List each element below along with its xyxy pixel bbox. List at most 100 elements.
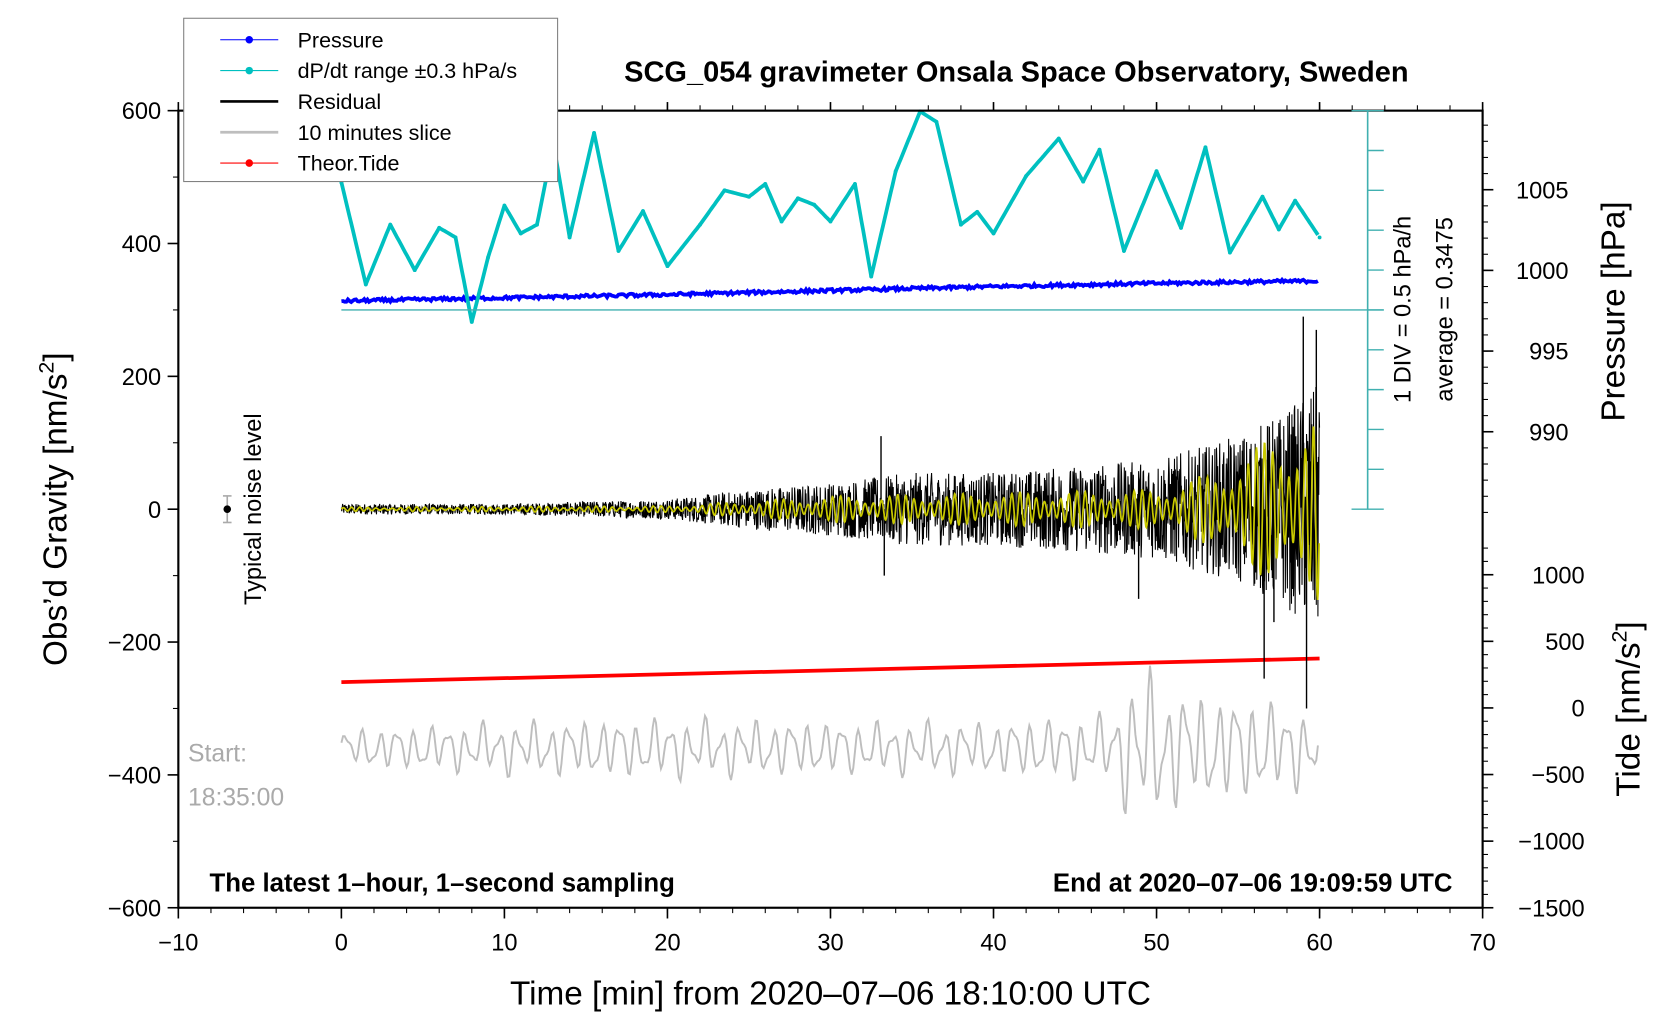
dpdt-point (1203, 145, 1208, 150)
legend-item: Residual (220, 90, 381, 114)
dpdt-point (1260, 194, 1265, 199)
x-tick-label: 0 (335, 931, 348, 957)
tide-label-end: ] (1610, 621, 1647, 630)
dpdt-point (1293, 198, 1298, 203)
y-axis-label-left: Obs’d Gravity [nm/s2] (35, 352, 75, 666)
legend-item: Pressure (220, 28, 384, 52)
dpdt-point (698, 222, 702, 227)
legend-box (183, 17, 559, 183)
tide-line (341, 656, 1320, 684)
dpdt-point (1122, 249, 1126, 253)
dpdt-point (518, 231, 523, 236)
x-tick-label: 20 (654, 931, 680, 957)
dpdt-point (869, 274, 874, 279)
dpdt-point (1024, 174, 1029, 178)
dpdt-point (453, 235, 458, 240)
dpdt-point (1154, 169, 1159, 174)
y-label-sup: 2 (35, 362, 59, 374)
tide-label-sup: 2 (1608, 631, 1632, 643)
y-tick-label: −200 (108, 631, 161, 657)
start-time: 18:35:00 (188, 785, 284, 812)
noise-label: Typical noise level (241, 413, 267, 605)
residual-filtered-line (340, 426, 1320, 601)
x-axis-label: Time [min] from 2020–07–06 18:10:00 UTC (510, 975, 1151, 1012)
dpdt-point (437, 225, 442, 230)
legend-item: dP/dt range ±0.3 hPa/s (220, 59, 517, 83)
legend: Pressure dP/dt range ±0.3 hPa/s Residual 10… (183, 17, 559, 183)
tide-tick-label: −1500 (1518, 896, 1584, 922)
pressure-tick-label: 1000 (1516, 259, 1569, 285)
y-tick-label: −600 (108, 896, 161, 922)
dpdt-point (812, 202, 817, 207)
x-tick-label: 70 (1469, 931, 1495, 957)
dpdt-point (1081, 179, 1086, 184)
dpdt-point (1056, 136, 1061, 141)
legend-label: Theor.Tide (298, 152, 400, 176)
chart-marks (222, 109, 1322, 815)
dpdt-point (388, 222, 393, 227)
dpdt-point (893, 169, 898, 174)
y-tick-label: 200 (122, 365, 161, 391)
dpdt-point (991, 231, 996, 236)
x-tick-label: 30 (817, 931, 843, 957)
dpdt-point (363, 282, 368, 287)
dpdt-point (412, 268, 417, 272)
y-label-end: ] (38, 352, 75, 361)
tide-tick-label: −1000 (1518, 830, 1584, 856)
y-tick-label: 600 (122, 99, 161, 125)
end-note: End at 2020–07–06 19:09:59 UTC (1053, 870, 1453, 898)
dpdt-point (1179, 225, 1183, 230)
dpdt-point (592, 131, 597, 135)
dpdt-point (616, 249, 621, 253)
pressure-tick-label: 995 (1529, 340, 1568, 366)
legend-label: Residual (298, 90, 382, 114)
tide-axis-label: Tide [nm/s2] (1608, 621, 1648, 796)
legend-item: Theor.Tide (220, 152, 399, 176)
dpdt-point (1097, 147, 1102, 152)
dpdt-point (535, 222, 539, 227)
tide-tick-label: −500 (1531, 763, 1584, 789)
noise-level-point (223, 505, 232, 513)
slice-line (340, 665, 1319, 815)
pressure-axis-label: Pressure [hPa] (1595, 201, 1632, 421)
legend-items: Pressure dP/dt range ±0.3 hPa/s Residual 10… (220, 28, 517, 176)
dpdt-point (975, 209, 980, 214)
dpdt-point (747, 194, 751, 199)
legend-label: 10 minutes slice (298, 121, 452, 145)
y-tick-label: −400 (108, 763, 161, 789)
y-tick-label: 0 (148, 498, 161, 524)
x-tick-label: 50 (1143, 931, 1169, 957)
dpdt-point (828, 219, 833, 224)
dpdt-point (958, 222, 963, 227)
sampling-note: The latest 1–hour, 1–second sampling (210, 870, 675, 898)
tide-tick-label: 500 (1545, 630, 1584, 656)
tide-tick-label: 0 (1572, 697, 1585, 723)
y-label-main: Obs’d Gravity [nm/s (38, 374, 75, 666)
dpdt-point (853, 182, 857, 186)
residual-line (340, 387, 1321, 617)
average-label: average = 0.3475 (1433, 217, 1459, 402)
legend-label: dP/dt range ±0.3 hPa/s (298, 59, 517, 83)
legend-swatch-marker (245, 159, 254, 167)
x-tick-label: 40 (980, 931, 1006, 957)
legend-item: 10 minutes slice (220, 121, 452, 145)
div-label: 1 DIV = 0.5 hPa/h (1391, 216, 1417, 403)
axes: −10 0 10 20 30 40 50 60 70 −600 −400 −200 0 200 400 600… (108, 99, 1585, 956)
pressure-tick-label: 1005 (1516, 178, 1569, 204)
dpdt-point (641, 209, 645, 214)
legend-swatch-marker (245, 66, 254, 75)
dpdt-point (567, 235, 572, 240)
x-tick-label: 60 (1306, 931, 1332, 957)
x-tick-label: 10 (491, 931, 517, 957)
y-tick-label: 400 (122, 232, 161, 258)
dpdt-point (486, 255, 491, 260)
pressure-tick-label: 990 (1529, 420, 1568, 446)
dpdt-point (1317, 235, 1322, 240)
dpdt-point (469, 319, 474, 324)
dpdt-point (502, 203, 507, 208)
legend-swatch-marker (245, 35, 254, 44)
pressure-line (341, 276, 1319, 305)
dpdt-point (665, 264, 670, 269)
dpdt-point (779, 219, 784, 224)
